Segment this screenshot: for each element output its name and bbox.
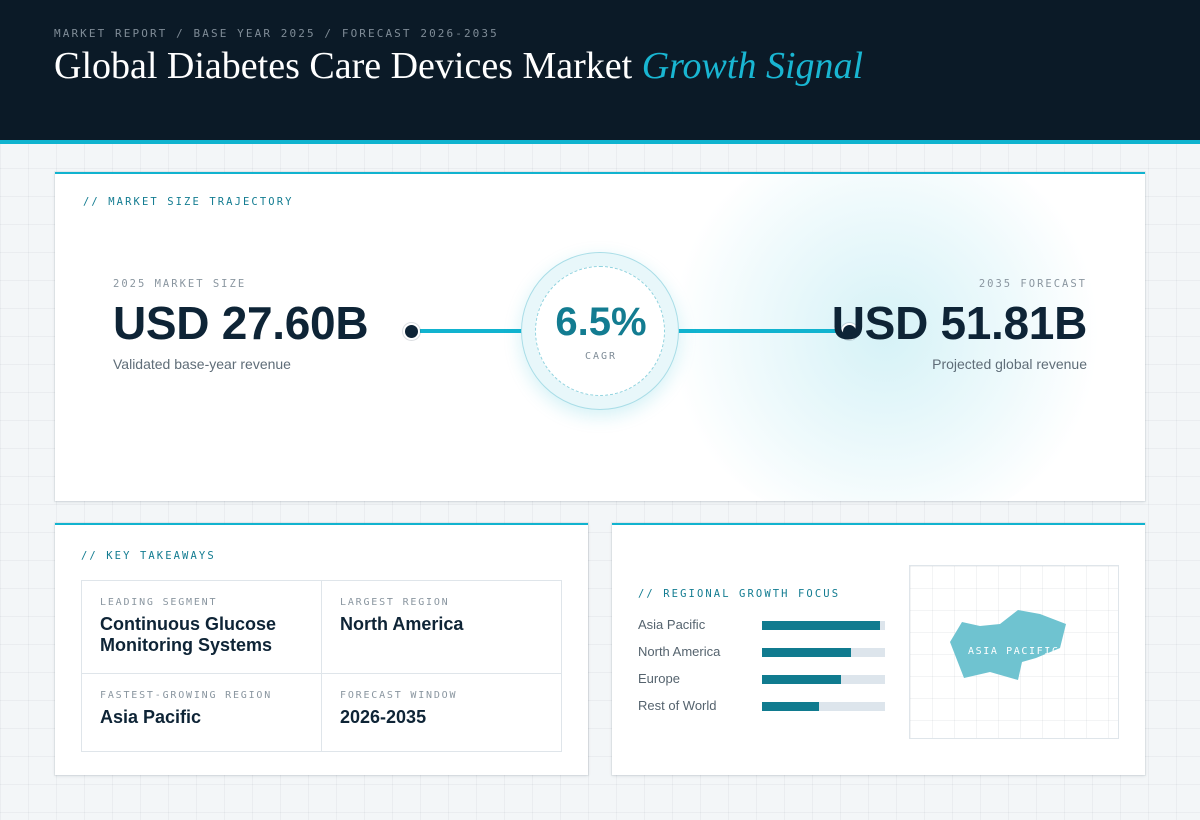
region-bar-fill — [762, 675, 841, 684]
regional-growth-panel: // REGIONAL GROWTH FOCUS Asia Pacific No… — [612, 523, 1145, 775]
cagr-badge: 6.5% CAGR — [521, 252, 679, 410]
base-point-dot — [403, 323, 420, 340]
takeaway-value: 2026-2035 — [340, 707, 427, 727]
takeaway-forecast-window: FORECAST WINDOW 2026-2035 — [322, 674, 562, 767]
takeaways-panel-label: // KEY TAKEAWAYS — [81, 550, 216, 562]
region-bar-fill — [762, 702, 819, 711]
forecast-size-value: USD 51.81B — [831, 297, 1088, 349]
key-takeaways-panel: // KEY TAKEAWAYS LEADING SEGMENT Continu… — [55, 523, 588, 775]
region-bar-track — [762, 702, 885, 711]
forecast-point-dot — [841, 323, 858, 340]
takeaway-key: FASTEST-GROWING REGION — [100, 690, 273, 701]
takeaway-key: FORECAST WINDOW — [340, 690, 458, 701]
base-size-caption: Validated base-year revenue — [113, 356, 291, 372]
region-bar-fill — [762, 621, 881, 630]
asia-pacific-shape — [950, 610, 1066, 680]
cagr-badge-inner: 6.5% CAGR — [535, 266, 665, 396]
region-bar-track — [762, 621, 885, 630]
region-map: ASIA PACIFIC — [909, 565, 1119, 739]
trajectory-line-left — [419, 329, 529, 333]
takeaway-fastest-region: FASTEST-GROWING REGION Asia Pacific — [82, 674, 322, 767]
grid-divider-vertical — [321, 581, 322, 751]
base-size-value: USD 27.60B — [113, 297, 369, 349]
map-region-label: ASIA PACIFIC — [968, 646, 1060, 657]
base-size-label: 2025 MARKET SIZE — [113, 278, 247, 290]
region-row-rest-of-world: Rest of World — [638, 697, 888, 717]
takeaways-grid: LEADING SEGMENT Continuous Glucose Monit… — [81, 580, 562, 752]
report-eyebrow: MARKET REPORT / BASE YEAR 2025 / FORECAS… — [54, 27, 499, 40]
report-header: MARKET REPORT / BASE YEAR 2025 / FORECAS… — [0, 0, 1200, 144]
forecast-size-caption: Projected global revenue — [932, 356, 1087, 372]
forecast-size-block: 2035 FORECAST USD 51.81B Projected globa… — [831, 278, 1088, 372]
asia-pacific-map-icon — [950, 610, 1066, 680]
region-name: Asia Pacific — [638, 617, 706, 632]
takeaway-key: LARGEST REGION — [340, 597, 450, 608]
background-glow — [665, 174, 1105, 501]
grid-divider-horizontal — [82, 673, 561, 674]
region-name: Rest of World — [638, 698, 717, 713]
regional-panel-label: // REGIONAL GROWTH FOCUS — [638, 588, 841, 600]
base-size-block: 2025 MARKET SIZE USD 27.60B Validated ba… — [113, 278, 369, 372]
region-row-north-america: North America — [638, 643, 888, 663]
trajectory-panel-label: // MARKET SIZE TRAJECTORY — [83, 196, 294, 208]
forecast-size-label: 2035 FORECAST — [978, 278, 1087, 290]
takeaway-key: LEADING SEGMENT — [100, 597, 218, 608]
cagr-value: 6.5% — [555, 300, 647, 344]
takeaway-value: North America — [340, 614, 464, 634]
trajectory-line-right — [671, 329, 851, 333]
page-title-main: Global Diabetes Care Devices Market — [54, 45, 633, 87]
page-title-accent: Growth Signal — [641, 45, 864, 87]
market-trajectory-panel: // MARKET SIZE TRAJECTORY 2025 MARKET SI… — [55, 172, 1145, 501]
region-name: Europe — [638, 671, 680, 686]
takeaway-value: Continuous Glucose Monitoring Systems — [100, 614, 277, 655]
takeaway-largest-region: LARGEST REGION North America — [322, 581, 562, 674]
region-row-europe: Europe — [638, 670, 888, 690]
region-row-asia-pacific: Asia Pacific — [638, 616, 888, 636]
page-title: Global Diabetes Care Devices Market Grow… — [54, 44, 863, 88]
region-bar-track — [762, 648, 885, 657]
takeaway-value: Asia Pacific — [100, 707, 202, 727]
region-name: North America — [638, 644, 721, 659]
region-bar-track — [762, 675, 885, 684]
region-bar-fill — [762, 648, 851, 657]
takeaway-leading-segment: LEADING SEGMENT Continuous Glucose Monit… — [82, 581, 322, 674]
cagr-label: CAGR — [584, 351, 618, 362]
